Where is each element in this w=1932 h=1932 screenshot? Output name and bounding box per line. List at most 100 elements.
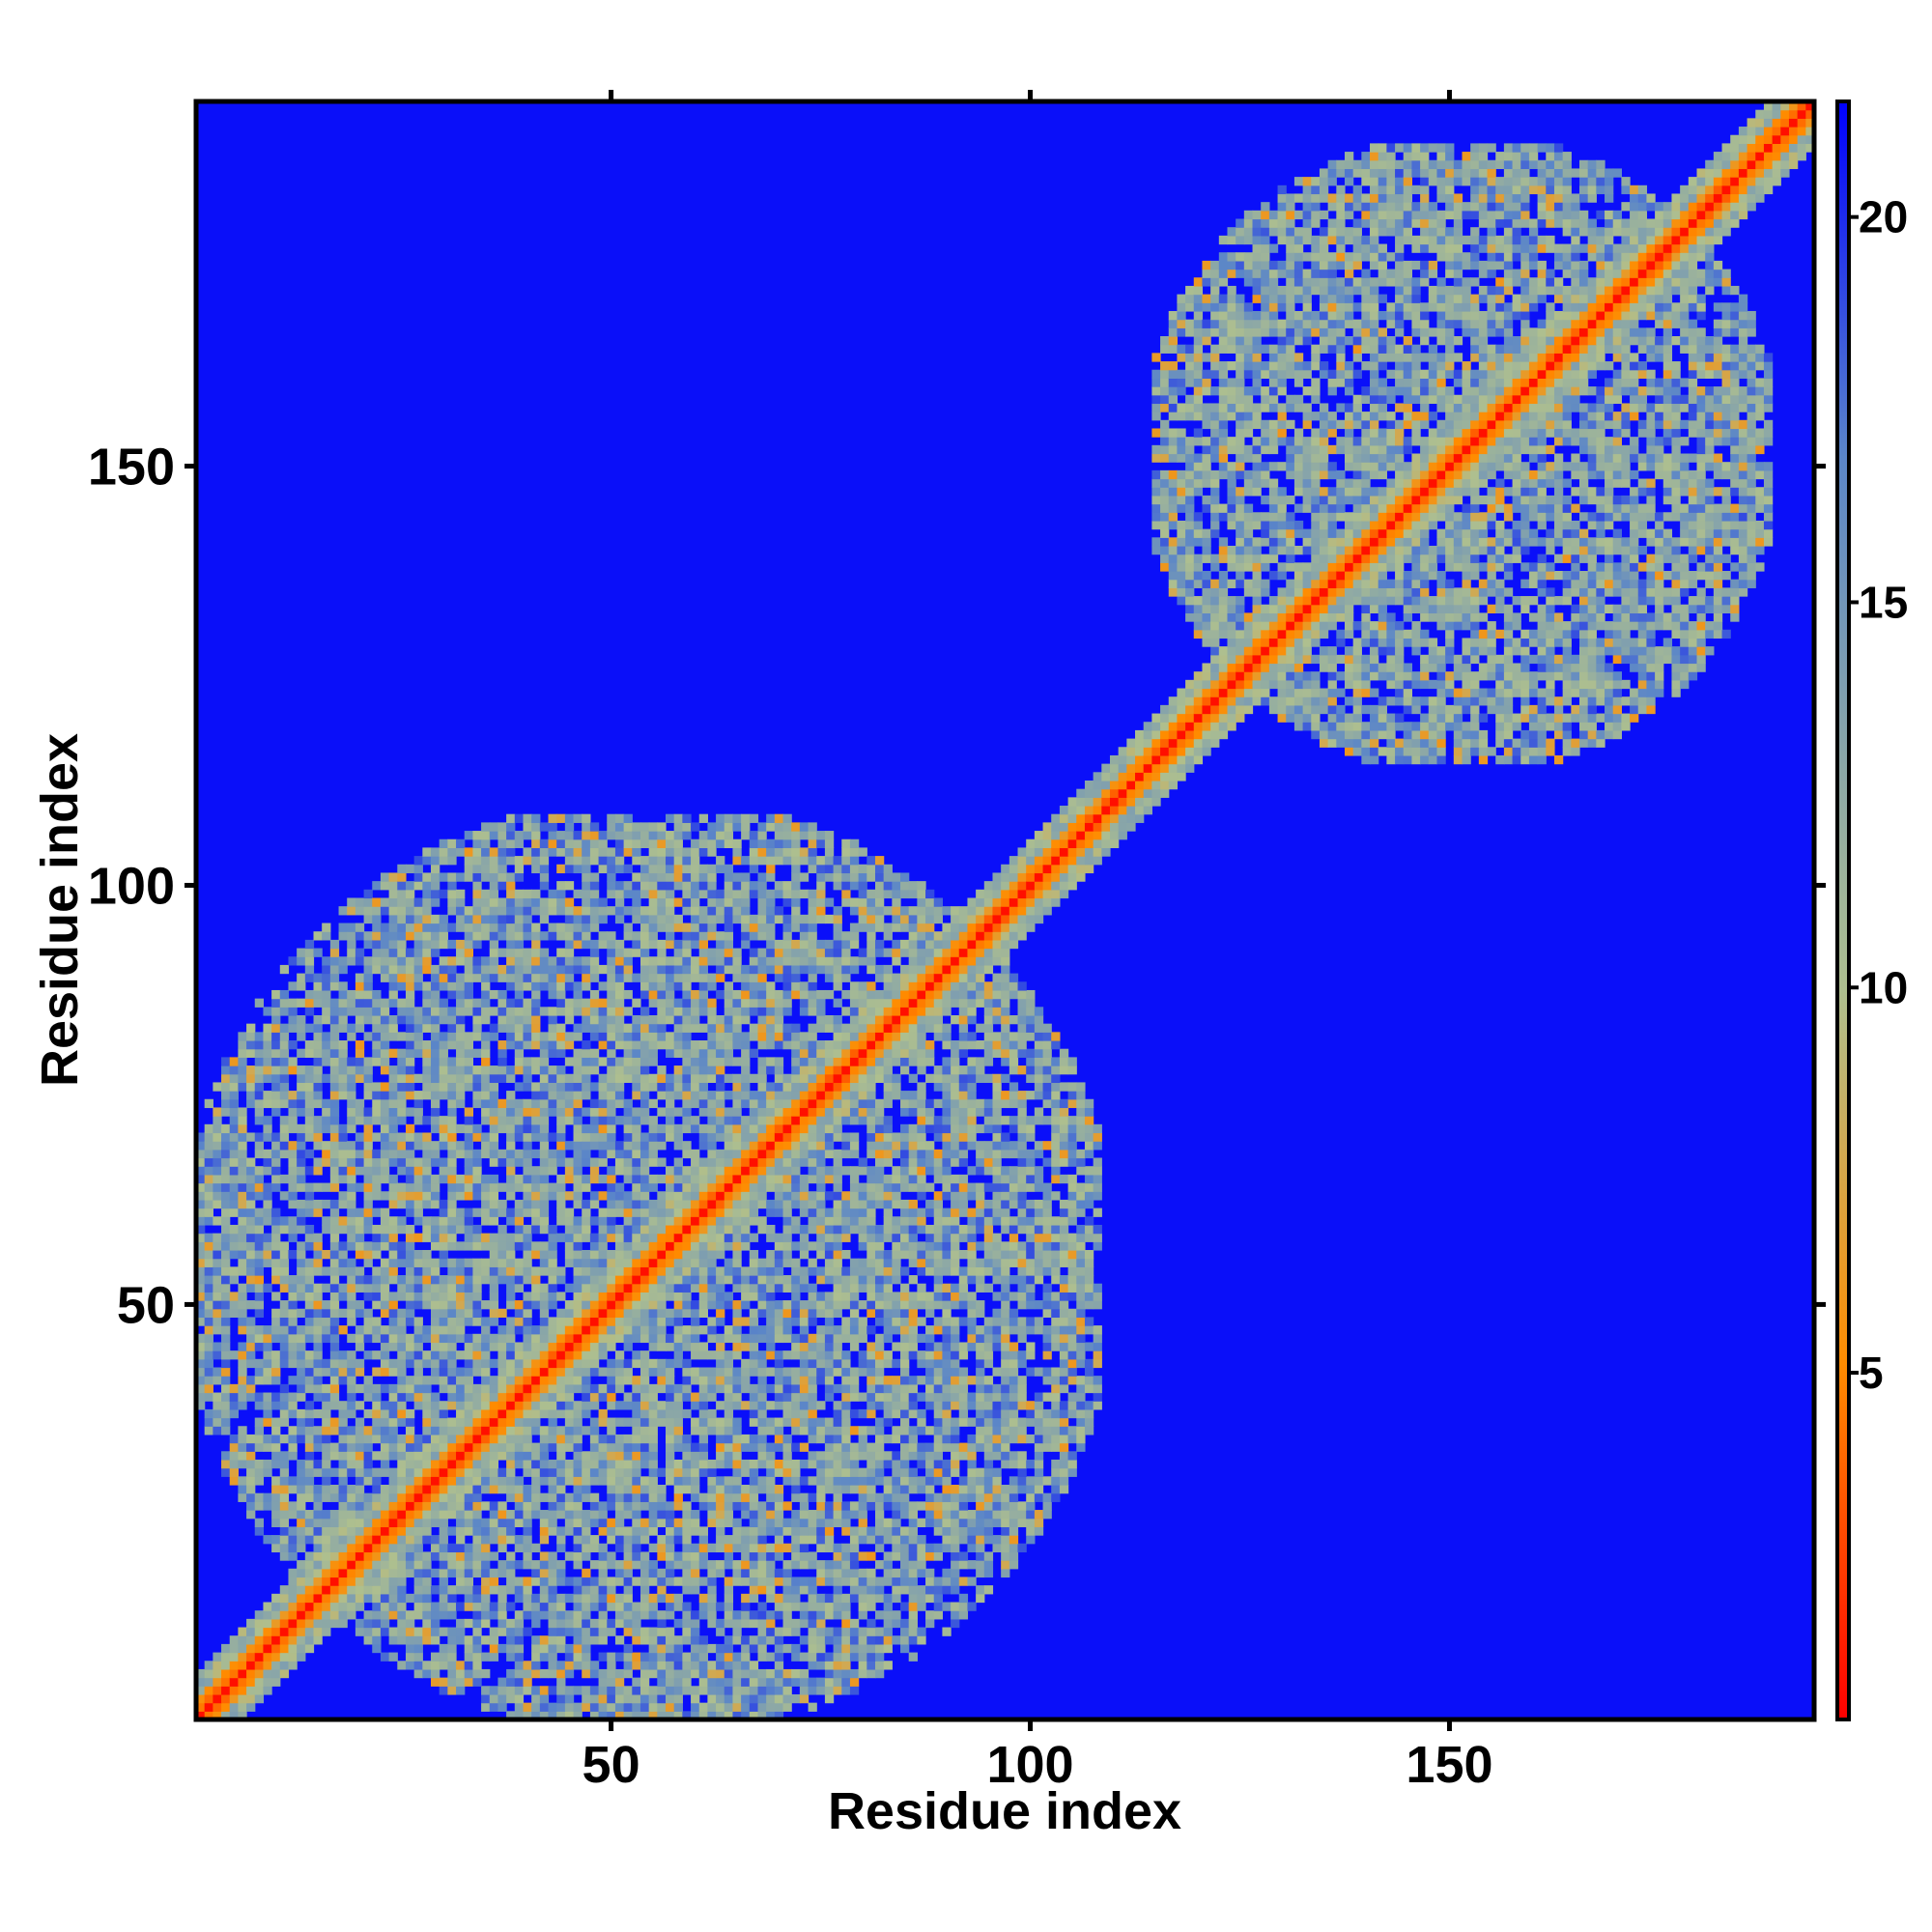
heatmap-cell [691,1451,700,1461]
heatmap-cell [900,1577,910,1586]
heatmap-cell [589,1686,600,1695]
heatmap-cell [497,1702,507,1712]
heatmap-cell [238,1224,247,1235]
heatmap-cell [229,1434,239,1444]
heatmap-cell [548,1610,557,1620]
heatmap-cell [329,1199,340,1209]
heatmap-cell [297,1166,306,1176]
heatmap-cell [967,1543,977,1553]
heatmap-cell [548,1702,557,1712]
heatmap-cell [614,1568,625,1578]
heatmap-cell [774,1518,784,1527]
heatmap-cell [221,1342,231,1351]
heatmap-cell [439,1408,448,1419]
heatmap-cell [632,1610,641,1620]
heatmap-cell [892,1518,901,1527]
heatmap-cell [388,881,398,891]
heatmap-cell [766,1417,776,1427]
heatmap-cell [439,1199,448,1209]
heatmap-cell [506,956,516,966]
heatmap-cell [900,1585,910,1595]
heatmap-cell [732,1526,742,1536]
heatmap-cell [639,1484,650,1494]
heatmap-cell [456,1686,466,1695]
heatmap-cell [514,1283,525,1293]
heatmap-cell [246,1342,256,1351]
heatmap-cell [422,948,432,957]
heatmap-cell [766,1677,776,1687]
heatmap-cell [481,1317,491,1326]
heatmap-cell [347,1300,356,1310]
heatmap-cell [279,964,290,975]
heatmap-cell [908,1577,918,1586]
heatmap-cell [363,889,373,899]
heatmap-cell [263,1166,272,1176]
heatmap-cell [263,1627,272,1636]
heatmap-cell [506,1258,516,1267]
heatmap-cell [489,1551,499,1561]
heatmap-cell [254,1434,265,1444]
heatmap-cell [1034,1510,1044,1520]
heatmap-cell [388,1107,398,1117]
heatmap-cell [464,1367,473,1377]
heatmap-cell [933,1392,944,1402]
heatmap-cell [279,989,290,1000]
heatmap-cell [397,1065,407,1075]
heatmap-cell [691,1711,700,1720]
heatmap-cell [397,1526,407,1536]
heatmap-cell [951,1568,960,1578]
heatmap-cell [757,1535,767,1545]
heatmap-cell [196,1216,206,1226]
heatmap-cell [607,1392,616,1402]
heatmap-cell [363,1325,373,1335]
heatmap-cell [355,1014,365,1025]
heatmap-cell [338,1149,348,1159]
heatmap-cell [439,1007,448,1016]
heatmap-cell [874,1476,885,1486]
heatmap-cell [405,1157,415,1167]
heatmap-cell [506,1107,516,1117]
heatmap-cell [229,1233,239,1242]
heatmap-cell [573,1492,582,1502]
heatmap-cell [833,1593,842,1604]
heatmap-cell [355,1593,365,1604]
heatmap-cell [900,1408,910,1419]
heatmap-cell [741,1661,751,1670]
heatmap-cell [607,1501,616,1511]
heatmap-cell [607,1711,616,1720]
heatmap-cell [288,1376,298,1385]
heatmap-cell [874,1501,885,1511]
heatmap-cell [623,1535,633,1545]
heatmap-cell [238,1358,247,1369]
heatmap-cell [506,1358,516,1369]
heatmap-cell [464,948,473,957]
heatmap-cell [933,1417,944,1427]
heatmap-cell [329,939,340,950]
heatmap-cell [598,1652,608,1662]
heatmap-cell [497,1208,507,1217]
heatmap-cell [439,1174,448,1184]
heatmap-cell [481,1233,491,1242]
heatmap-cell [447,872,457,882]
heatmap-cell [623,1686,633,1695]
heatmap-cell [413,1182,423,1192]
heatmap-cell [363,1032,373,1041]
heatmap-cell [422,1258,432,1267]
heatmap-cell [405,1467,415,1477]
heatmap-cell [254,1333,265,1344]
heatmap-cell [1042,1442,1052,1452]
heatmap-cell [808,1643,817,1654]
heatmap-cell [774,1492,784,1502]
heatmap-cell [279,1308,290,1319]
heatmap-cell [297,1627,306,1636]
heatmap-cell [363,1191,373,1201]
heatmap-cell [976,1476,985,1486]
heatmap-cell [489,1191,499,1201]
heatmap-cell [607,1451,616,1461]
heatmap-cell [413,1249,423,1260]
heatmap-cell [514,1065,525,1075]
heatmap-cell [397,939,407,950]
heatmap-cell [514,923,525,932]
heatmap-cell [816,1434,826,1444]
heatmap-cell [221,1182,231,1192]
